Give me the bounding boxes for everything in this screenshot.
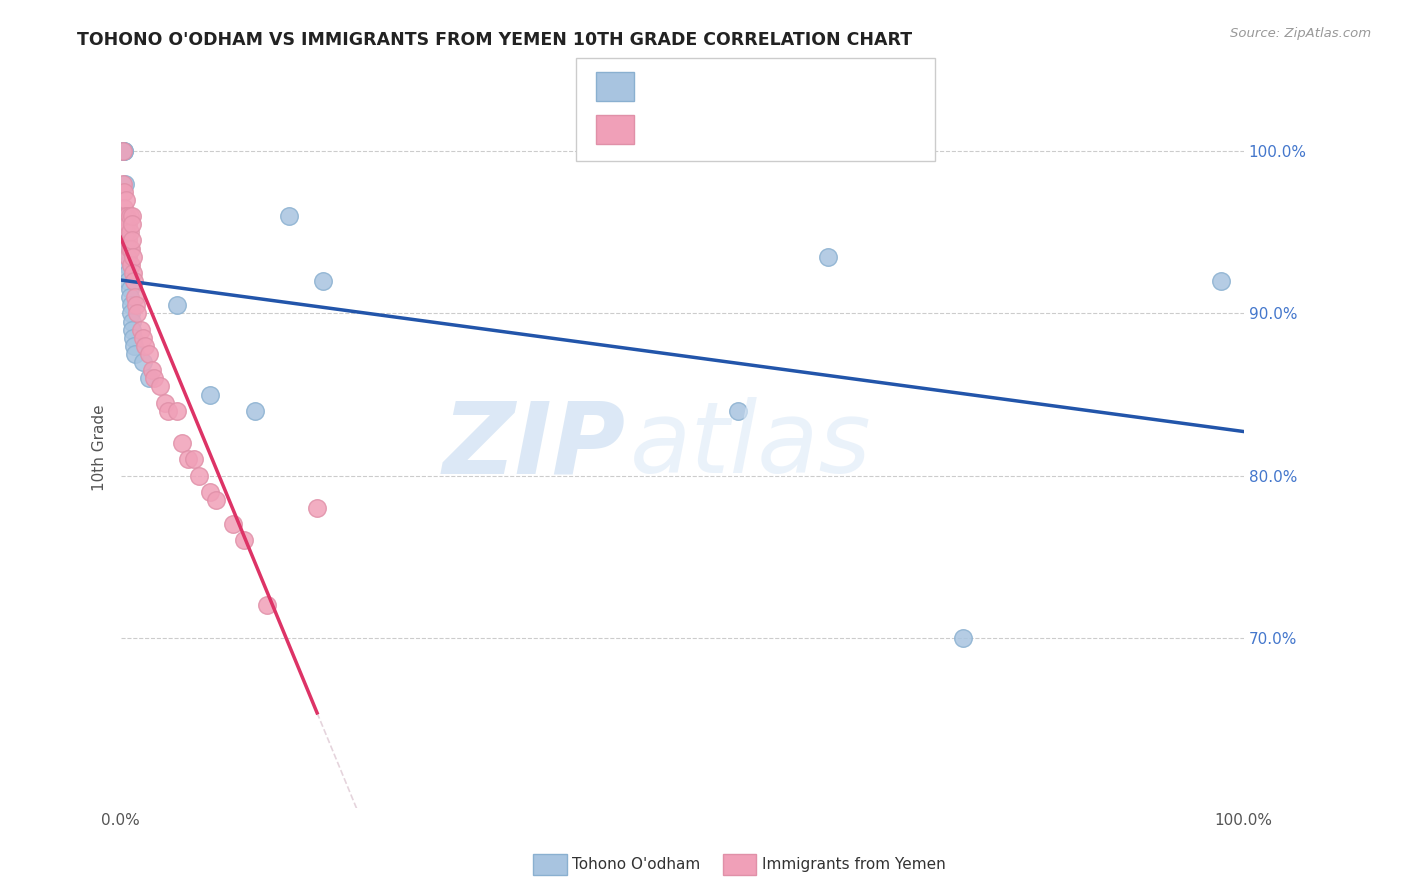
Point bbox=[112, 185, 135, 199]
Point bbox=[120, 242, 142, 256]
Point bbox=[120, 258, 142, 272]
Point bbox=[205, 492, 228, 507]
Point bbox=[183, 452, 205, 467]
Point bbox=[115, 225, 138, 239]
Point bbox=[117, 274, 139, 288]
Point bbox=[132, 355, 155, 369]
Point bbox=[727, 403, 749, 417]
Point bbox=[121, 314, 143, 328]
Text: N =: N = bbox=[776, 120, 813, 138]
Point bbox=[141, 363, 163, 377]
Point bbox=[155, 395, 177, 409]
Text: 31: 31 bbox=[825, 78, 851, 95]
Point bbox=[122, 331, 145, 345]
Point bbox=[118, 209, 141, 223]
Point bbox=[952, 631, 974, 645]
Point bbox=[124, 290, 146, 304]
Point bbox=[307, 501, 329, 516]
Point bbox=[245, 403, 267, 417]
Point bbox=[177, 452, 200, 467]
Point bbox=[125, 298, 148, 312]
Point bbox=[138, 347, 160, 361]
Point bbox=[143, 371, 166, 385]
Point bbox=[111, 145, 134, 159]
Point bbox=[115, 193, 138, 207]
Point bbox=[222, 517, 245, 532]
Text: ZIP: ZIP bbox=[443, 398, 626, 494]
Point bbox=[278, 209, 301, 223]
Point bbox=[121, 209, 143, 223]
Text: 48: 48 bbox=[825, 120, 851, 138]
Point bbox=[188, 468, 211, 483]
Point bbox=[118, 242, 141, 256]
Text: Source: ZipAtlas.com: Source: ZipAtlas.com bbox=[1230, 27, 1371, 40]
Point bbox=[118, 290, 141, 304]
Point bbox=[122, 274, 145, 288]
Point bbox=[117, 225, 139, 239]
Point bbox=[115, 242, 138, 256]
Point bbox=[122, 250, 145, 264]
Point bbox=[121, 323, 143, 337]
Point bbox=[114, 209, 136, 223]
Y-axis label: 10th Grade: 10th Grade bbox=[93, 404, 107, 491]
Point bbox=[124, 347, 146, 361]
Point bbox=[166, 298, 188, 312]
Point bbox=[233, 533, 256, 548]
Text: atlas: atlas bbox=[630, 398, 872, 494]
Text: R =: R = bbox=[643, 120, 679, 138]
Point bbox=[172, 436, 194, 450]
Point bbox=[114, 209, 136, 223]
Point bbox=[817, 250, 839, 264]
Point bbox=[118, 282, 141, 296]
Text: TOHONO O'ODHAM VS IMMIGRANTS FROM YEMEN 10TH GRADE CORRELATION CHART: TOHONO O'ODHAM VS IMMIGRANTS FROM YEMEN … bbox=[77, 31, 912, 49]
Text: R =: R = bbox=[643, 78, 679, 95]
Point bbox=[138, 371, 160, 385]
Point bbox=[111, 145, 134, 159]
Point bbox=[120, 298, 142, 312]
Point bbox=[115, 225, 138, 239]
Point bbox=[117, 250, 139, 264]
Point bbox=[156, 403, 179, 417]
Point bbox=[114, 177, 136, 191]
Point bbox=[121, 234, 143, 248]
Point bbox=[117, 266, 139, 280]
Point bbox=[149, 379, 172, 393]
Point bbox=[120, 306, 142, 320]
Text: Immigrants from Yemen: Immigrants from Yemen bbox=[762, 857, 946, 871]
Point bbox=[129, 323, 152, 337]
Point bbox=[111, 177, 134, 191]
Point bbox=[112, 145, 135, 159]
Point bbox=[115, 209, 138, 223]
Point bbox=[166, 403, 188, 417]
Point bbox=[118, 225, 141, 239]
Point bbox=[200, 484, 222, 499]
Text: -0.408: -0.408 bbox=[696, 120, 761, 138]
Point bbox=[121, 217, 143, 231]
Point bbox=[1211, 274, 1233, 288]
Point bbox=[117, 250, 139, 264]
Point bbox=[112, 201, 135, 215]
Point bbox=[117, 217, 139, 231]
Point bbox=[127, 306, 149, 320]
Point bbox=[122, 339, 145, 353]
Point bbox=[117, 258, 139, 272]
Point bbox=[134, 339, 156, 353]
Text: N =: N = bbox=[776, 78, 813, 95]
Text: 0.088: 0.088 bbox=[696, 78, 754, 95]
Point bbox=[200, 387, 222, 401]
Text: Tohono O'odham: Tohono O'odham bbox=[572, 857, 700, 871]
Point bbox=[114, 217, 136, 231]
Point bbox=[256, 599, 278, 613]
Point bbox=[312, 274, 335, 288]
Point bbox=[122, 266, 145, 280]
Point bbox=[112, 145, 135, 159]
Point bbox=[117, 234, 139, 248]
Point bbox=[117, 209, 139, 223]
Point bbox=[132, 331, 155, 345]
